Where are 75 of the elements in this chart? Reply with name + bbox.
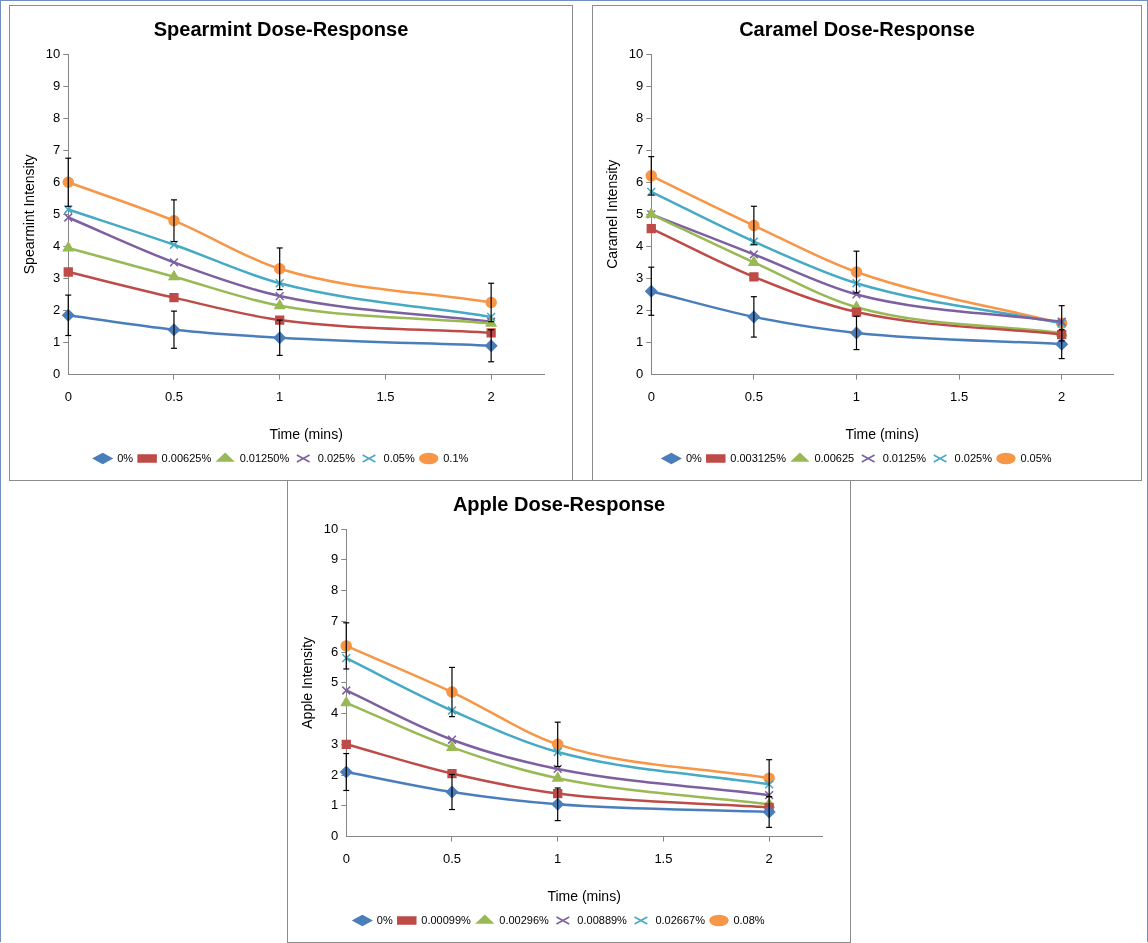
x-tick-label: 0 (64, 388, 72, 404)
x-axis-title: Time (mins) (269, 426, 343, 443)
legend-label: 0.05% (383, 451, 415, 464)
y-tick-label: 3 (53, 270, 61, 285)
legend-label: 0% (685, 451, 702, 464)
y-tick-label: 2 (331, 766, 339, 782)
y-tick-label: 10 (45, 45, 61, 61)
legend-label: 0.025% (317, 451, 356, 464)
y-axis-title: Apple Intensity (299, 636, 316, 729)
y-tick-label: 8 (53, 109, 61, 125)
y-tick-label: 10 (323, 520, 339, 536)
y-tick-label: 7 (53, 141, 61, 157)
x-tick-label: 1 (554, 850, 562, 866)
y-tick-label: 9 (53, 77, 61, 93)
legend-label: 0.00625 (814, 451, 855, 464)
y-tick-label: 0 (636, 366, 644, 382)
x-tick-label: 2 (765, 850, 773, 866)
y-tick-label: 5 (636, 205, 644, 221)
x-tick-label: 1.5 (654, 850, 673, 866)
y-tick-label: 7 (636, 141, 644, 157)
legend-label: 0.01250% (239, 451, 290, 464)
y-tick-label: 8 (636, 109, 644, 125)
legend-label: 0.00296% (499, 913, 550, 926)
y-tick-label: 5 (53, 205, 61, 221)
y-tick-label: 0 (331, 828, 339, 844)
y-tick-label: 7 (331, 612, 339, 628)
legend-label: 0.08% (733, 913, 765, 926)
x-tick-label: 2 (487, 388, 495, 404)
y-tick-label: 9 (636, 77, 644, 93)
y-tick-label: 4 (331, 705, 339, 721)
x-tick-label: 1.5 (950, 388, 969, 404)
legend-label: 0.00889% (577, 913, 628, 926)
legend-label: 0.025% (954, 451, 993, 464)
y-tick-label: 4 (53, 237, 61, 253)
legend-label: 0% (117, 451, 134, 464)
x-tick-label: 0.5 (164, 388, 184, 404)
legend-label: 0.1% (443, 451, 469, 464)
y-tick-label: 1 (53, 334, 61, 350)
legend-label: 0.02667% (655, 913, 706, 926)
legend-label: 0.00625% (161, 451, 212, 464)
legend-label: 0.0125% (882, 451, 927, 464)
y-tick-label: 2 (53, 302, 61, 318)
y-tick-label: 6 (331, 643, 339, 659)
chart-title: Apple Dose-Response (452, 492, 666, 515)
y-tick-label: 9 (331, 551, 339, 567)
x-tick-label: 0.5 (744, 388, 763, 404)
x-tick-label: 0 (342, 850, 350, 866)
x-axis-title: Time (mins) (845, 426, 919, 443)
y-tick-label: 5 (331, 674, 339, 690)
x-tick-label: 1 (276, 388, 284, 404)
x-tick-label: 1.5 (376, 388, 395, 404)
legend-label: 0.00099% (421, 913, 472, 926)
x-tick-label: 2 (1058, 388, 1066, 404)
y-tick-label: 6 (53, 173, 61, 189)
chart-title: Spearmint Dose-Response (153, 17, 409, 40)
y-tick-label: 8 (331, 582, 339, 598)
x-tick-label: 1 (852, 388, 861, 404)
y-tick-label: 2 (636, 302, 644, 318)
y-tick-label: 4 (636, 237, 644, 253)
y-tick-label: 10 (628, 45, 644, 61)
y-tick-label: 1 (636, 334, 644, 350)
x-tick-label: 0.5 (442, 850, 462, 866)
y-tick-label: 3 (636, 270, 644, 285)
chart-title: Caramel Dose-Response (739, 17, 975, 40)
legend-label: 0.003125% (730, 451, 787, 464)
y-axis-title: Caramel Intensity (604, 159, 621, 269)
x-tick-label: 0 (647, 388, 655, 404)
y-tick-label: 6 (636, 173, 644, 189)
legend-label: 0.05% (1020, 451, 1052, 464)
y-tick-label: 0 (53, 366, 61, 382)
y-tick-label: 1 (331, 797, 339, 813)
y-tick-label: 3 (331, 735, 339, 751)
y-axis-title: Spearmint Intensity (21, 154, 38, 275)
x-axis-title: Time (mins) (547, 888, 621, 905)
legend-label: 0% (376, 913, 393, 926)
